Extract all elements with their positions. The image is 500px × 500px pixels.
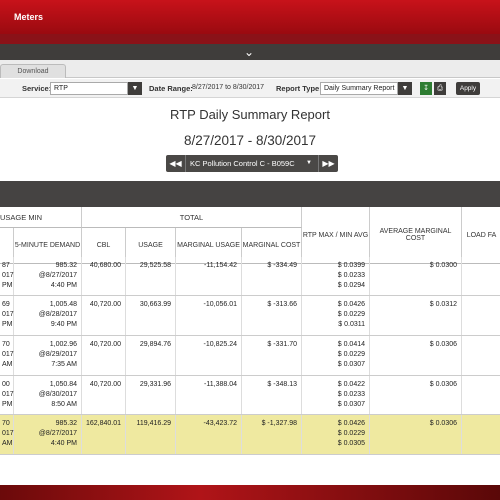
next-location-button[interactable]: ▶▶ (318, 155, 338, 172)
demand-cell: 985.32 @8/27/2017 4:40 PM (14, 257, 82, 295)
load-factor-cell (462, 257, 500, 295)
column-header-marginal-cost: MARGINAL COST (242, 228, 302, 264)
column-header-partial (0, 228, 14, 264)
usage-cell: 119,416.29 (126, 415, 176, 454)
location-name[interactable]: KC Pollution Control C - B059C (190, 159, 295, 168)
date-range-label: Date Range: (149, 84, 193, 93)
row-partial-cell: 70 017 AM (0, 415, 14, 454)
marginal-cost-cell: $ -334.49 (242, 257, 302, 295)
tab-bar: Download (0, 60, 500, 78)
table-row: 70 017 AM 1,002.96 @8/29/2017 7:35 AM 40,720… (0, 336, 500, 376)
app-title: Meters (14, 12, 44, 22)
table-row: 00 017 PM 1,050.84 @8/30/2017 8:50 AM 40,720… (0, 376, 500, 415)
tab-download[interactable]: Download (0, 64, 66, 78)
row-partial-cell: 00 017 PM (0, 376, 14, 414)
header-divider (0, 34, 500, 44)
table-header-band (0, 181, 500, 207)
location-navigator: ◀◀ KC Pollution Control C - B059C ▼ ▶▶ (166, 155, 338, 172)
rtp-cell: $ 0.0414 $ 0.0229 $ 0.0307 (302, 336, 370, 375)
avg-marginal-cost-cell: $ 0.0306 (370, 415, 462, 454)
total-row: 70 017 AM 985.32 @8/27/2017 4:40 PM 162,840.… (0, 415, 500, 455)
row-partial-cell: 69 017 PM (0, 296, 14, 335)
app-header: Meters (0, 0, 500, 34)
marginal-cost-cell: $ -313.66 (242, 296, 302, 335)
cbl-cell: 40,720.00 (82, 336, 126, 375)
marginal-usage-cell: -43,423.72 (176, 415, 242, 454)
row-partial-cell: 87 017 PM (0, 257, 14, 295)
load-factor-cell (462, 376, 500, 414)
collapse-bar[interactable]: ⌄ (0, 44, 500, 60)
load-factor-cell (462, 296, 500, 335)
print-icon[interactable]: ⎙ (434, 82, 446, 95)
marginal-usage-cell: -11,154.42 (176, 257, 242, 295)
group-header-usage-min: USAGE MIN (0, 207, 82, 228)
rtp-cell: $ 0.0426 $ 0.0229 $ 0.0311 (302, 296, 370, 335)
marginal-usage-cell: -11,388.04 (176, 376, 242, 414)
report-title: RTP Daily Summary Report (170, 107, 330, 122)
report-type-label: Report Type: (276, 84, 322, 93)
report-type-dropdown-icon[interactable]: ▼ (398, 82, 412, 95)
avg-marginal-cost-cell: $ 0.0312 (370, 296, 462, 335)
report-date-range: 8/27/2017 - 8/30/2017 (183, 133, 317, 148)
marginal-cost-cell: $ -348.13 (242, 376, 302, 414)
service-select[interactable]: RTP (50, 82, 128, 95)
rtp-cell: $ 0.0426 $ 0.0229 $ 0.0305 (302, 415, 370, 454)
cbl-cell: 40,680.00 (82, 257, 126, 295)
column-header-load-factor: LOAD FA (462, 207, 500, 264)
footer-area (0, 455, 500, 500)
cbl-cell: 40,720.00 (82, 296, 126, 335)
rtp-cell: $ 0.0399 $ 0.0233 $ 0.0294 (302, 257, 370, 295)
table-row: 87 017 PM 985.32 @8/27/2017 4:40 PM 40,680.0… (0, 257, 500, 296)
previous-location-button[interactable]: ◀◀ (166, 155, 186, 172)
footer-band (0, 485, 500, 500)
demand-cell: 1,050.84 @8/30/2017 8:50 AM (14, 376, 82, 414)
column-header-rtp: RTP MAX / MIN AVG (302, 207, 370, 264)
load-factor-cell (462, 415, 500, 454)
table-row: 69 017 PM 1,005.48 @8/28/2017 9:40 PM 40,720… (0, 296, 500, 336)
avg-marginal-cost-cell: $ 0.0300 (370, 257, 462, 295)
demand-cell: 1,002.96 @8/29/2017 7:35 AM (14, 336, 82, 375)
export-icon[interactable]: ↧ (420, 82, 432, 95)
row-partial-cell: 70 017 AM (0, 336, 14, 375)
filter-bar: Service: RTP ▼ Date Range: 8/27/2017 to … (0, 79, 500, 98)
column-header-demand: 5-MINUTE DEMAND (14, 228, 82, 264)
date-range-value[interactable]: 8/27/2017 to 8/30/2017 (192, 84, 265, 91)
chevron-down-icon[interactable]: ⌄ (244, 45, 255, 59)
group-header-total: TOTAL (82, 207, 302, 228)
demand-cell: 1,005.48 @8/28/2017 9:40 PM (14, 296, 82, 335)
load-factor-cell (462, 336, 500, 375)
column-header-usage: USAGE (126, 228, 176, 264)
avg-marginal-cost-cell: $ 0.0306 (370, 336, 462, 375)
cbl-cell: 162,840.01 (82, 415, 126, 454)
demand-cell: 985.32 @8/27/2017 4:40 PM (14, 415, 82, 454)
cbl-cell: 40,720.00 (82, 376, 126, 414)
column-header-cbl: CBL (82, 228, 126, 264)
service-dropdown-icon[interactable]: ▼ (128, 82, 142, 95)
marginal-cost-cell: $ -1,327.98 (242, 415, 302, 454)
usage-cell: 29,331.96 (126, 376, 176, 414)
column-header-avg-marginal-cost: AVERAGE MARGINAL COST (370, 207, 462, 264)
avg-marginal-cost-cell: $ 0.0306 (370, 376, 462, 414)
usage-cell: 29,894.76 (126, 336, 176, 375)
apply-button[interactable]: Apply (456, 82, 480, 95)
marginal-usage-cell: -10,825.24 (176, 336, 242, 375)
marginal-usage-cell: -10,056.01 (176, 296, 242, 335)
column-header-marginal-usage: MARGINAL USAGE (176, 228, 242, 264)
marginal-cost-cell: $ -331.70 (242, 336, 302, 375)
service-label: Service: (22, 84, 52, 93)
report-type-select[interactable]: Daily Summary Report (320, 82, 398, 95)
usage-cell: 29,525.58 (126, 257, 176, 295)
location-dropdown-icon[interactable]: ▼ (306, 160, 312, 166)
rtp-cell: $ 0.0422 $ 0.0233 $ 0.0307 (302, 376, 370, 414)
usage-cell: 30,663.99 (126, 296, 176, 335)
